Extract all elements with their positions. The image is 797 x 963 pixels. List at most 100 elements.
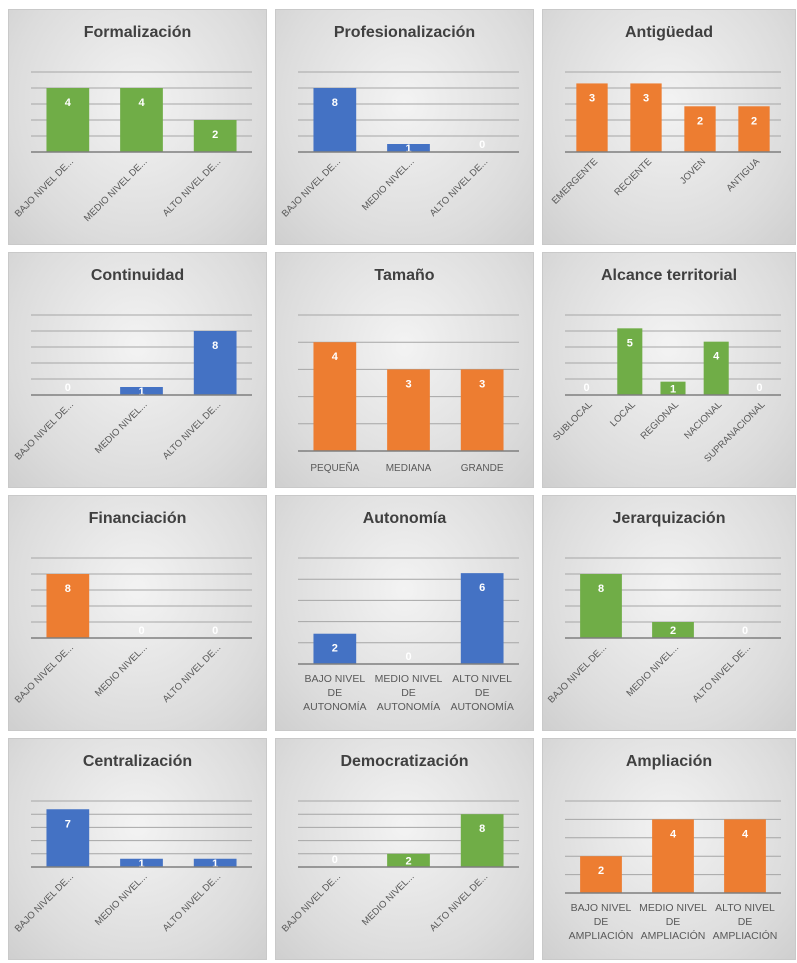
chart-title: Jerarquización <box>612 510 726 527</box>
category-label: BAJO NIVEL DE... <box>546 642 609 705</box>
data-label: 8 <box>479 823 485 835</box>
bar-antigua <box>738 106 770 152</box>
chart-title: Continuidad <box>90 267 185 284</box>
chart-title: Centralización <box>82 753 193 770</box>
category-label: BAJO NIVEL DE... <box>280 156 343 219</box>
category-label: MEDIO NIVEL... <box>93 399 150 456</box>
category-label: ALTO NIVEL DE... <box>428 871 491 934</box>
bar-bajo-nivel-de <box>46 88 90 152</box>
data-label: 3 <box>479 378 485 390</box>
category-label: SUBLOCAL <box>551 399 595 443</box>
data-label: 6 <box>479 582 485 594</box>
bar-alto-nivel-de-autonomia <box>460 573 504 664</box>
data-label: 1 <box>138 386 144 398</box>
category-label: ALTO NIVEL DE... <box>161 642 224 705</box>
data-label: 0 <box>332 854 338 866</box>
data-label: 0 <box>138 625 144 637</box>
category-label: RECIENTE <box>612 156 654 198</box>
data-label: 4 <box>742 828 749 840</box>
chart-formalizacion: Formalización 4 BAJO NIVEL DE... 4 MEDIO NI… <box>8 9 267 245</box>
bar-nacional <box>703 341 729 395</box>
data-label: 8 <box>212 340 218 352</box>
chart-tamano: Tamaño 4 PEQUEÑA 3 MEDIANA 3 GRANDE <box>275 252 534 488</box>
category-label-line: DE <box>594 916 609 928</box>
category-label: ALTO NIVEL DE... <box>428 156 491 219</box>
bar-medio-nivel-de-ampliacion <box>652 819 694 893</box>
category-label: MEDIO NIVEL... <box>360 871 417 928</box>
bar-medio-nivel <box>387 144 430 152</box>
chart-financiacion: Financiación 8 BAJO NIVEL DE... 0 MEDIO NIV… <box>8 495 267 731</box>
bar-bajo-nivel-de <box>46 809 90 867</box>
category-label: MEDIO NIVEL... <box>360 156 417 213</box>
chart-democratizacion: Democratización 0 BAJO NIVEL DE... 2 MEDIO … <box>275 738 534 960</box>
category-label: MEDIO NIVEL DE AUTONOMÍA <box>375 673 443 713</box>
bar-alto-nivel-de <box>193 120 237 152</box>
bar-medio-nivel <box>120 858 163 867</box>
chart-title: Profesionalización <box>333 24 476 41</box>
data-label: 2 <box>751 115 757 127</box>
chart-title: Tamaño <box>374 267 435 284</box>
category-label-line: AMPLIACIÓN <box>713 929 778 942</box>
chart-title: Formalización <box>83 24 192 41</box>
category-label: ALTO NIVEL DE AUTONOMÍA <box>450 673 513 713</box>
category-label: MEDIO NIVEL... <box>624 642 681 699</box>
chart-title: Ampliación <box>625 753 713 770</box>
bar-bajo-nivel-de <box>580 574 622 638</box>
chart-title: Antigüedad <box>625 24 713 41</box>
category-label: BAJO NIVEL DE AUTONOMÍA <box>303 673 366 713</box>
chart-title: Financiación <box>88 510 187 527</box>
category-label: MEDIO NIVEL DE... <box>82 156 150 224</box>
bar-local <box>617 328 643 395</box>
bar-alto-nivel-de-ampliacion <box>724 819 766 893</box>
data-label: 5 <box>627 337 633 349</box>
plot-area: 3 EMERGENTE 3 RECIENTE 2 JOVEN 2 ANTIGUA <box>550 71 781 207</box>
data-label: 3 <box>589 92 595 104</box>
bar-medio-nivel <box>120 387 163 395</box>
data-label: 7 <box>65 818 71 830</box>
category-label: ALTO NIVEL DE... <box>691 642 754 705</box>
chart-alcance-territorial: Alcance territorial 0 SUBLOCAL 5 LOCAL 1 REGI… <box>542 252 796 488</box>
data-label: 8 <box>332 97 338 109</box>
data-label: 2 <box>697 115 703 127</box>
data-label: 0 <box>65 382 71 394</box>
bar-grande <box>460 369 504 451</box>
bar-mediana <box>387 369 430 451</box>
category-label: REGIONAL <box>639 399 682 442</box>
category-label-line: DE <box>475 687 490 699</box>
data-label: 8 <box>598 583 604 595</box>
category-label-line: AUTONOMÍA <box>450 700 513 713</box>
category-label-line: DE <box>666 916 681 928</box>
data-label: 2 <box>670 625 676 637</box>
category-label: GRANDE <box>461 463 504 474</box>
chart-profesionalizacion: Profesionalización 8 BAJO NIVEL DE... 1 MED… <box>275 9 534 245</box>
category-label: BAJO NIVEL DE... <box>13 399 76 462</box>
data-label: 8 <box>65 583 71 595</box>
category-label: BAJO NIVEL DE... <box>280 871 343 934</box>
data-label: 0 <box>742 625 748 637</box>
data-label: 1 <box>405 143 411 155</box>
bar-bajo-nivel-de-ampliacion <box>580 856 622 893</box>
chart-jerarquizacion: Jerarquización 8 BAJO NIVEL DE... 2 MEDIO N… <box>542 495 796 731</box>
category-label-line: AMPLIACIÓN <box>569 929 634 942</box>
category-label-line: MEDIO NIVEL <box>639 902 707 914</box>
category-label: LOCAL <box>608 399 638 429</box>
category-label: BAJO NIVEL DE... <box>13 871 76 934</box>
category-label-line: AUTONOMÍA <box>303 700 366 713</box>
category-label: ALTO NIVEL DE... <box>161 871 224 934</box>
category-label-line: AUTONOMÍA <box>377 700 440 713</box>
category-label-line: DE <box>328 687 343 699</box>
bar-bajo-nivel-de-autonomia <box>313 633 357 664</box>
chart-title: Alcance territorial <box>600 267 738 284</box>
bar-joven <box>684 106 716 152</box>
plot-area: 4 PEQUEÑA 3 MEDIANA 3 GRANDE <box>298 314 519 474</box>
data-label: 2 <box>405 855 411 867</box>
category-label: NACIONAL <box>682 399 724 441</box>
category-label: EMERGENTE <box>550 156 600 206</box>
data-label: 2 <box>332 643 338 655</box>
category-label: MEDIANA <box>386 463 432 474</box>
data-label: 3 <box>643 92 649 104</box>
bar-medio-nivel <box>652 622 694 638</box>
data-label: 3 <box>405 378 411 390</box>
